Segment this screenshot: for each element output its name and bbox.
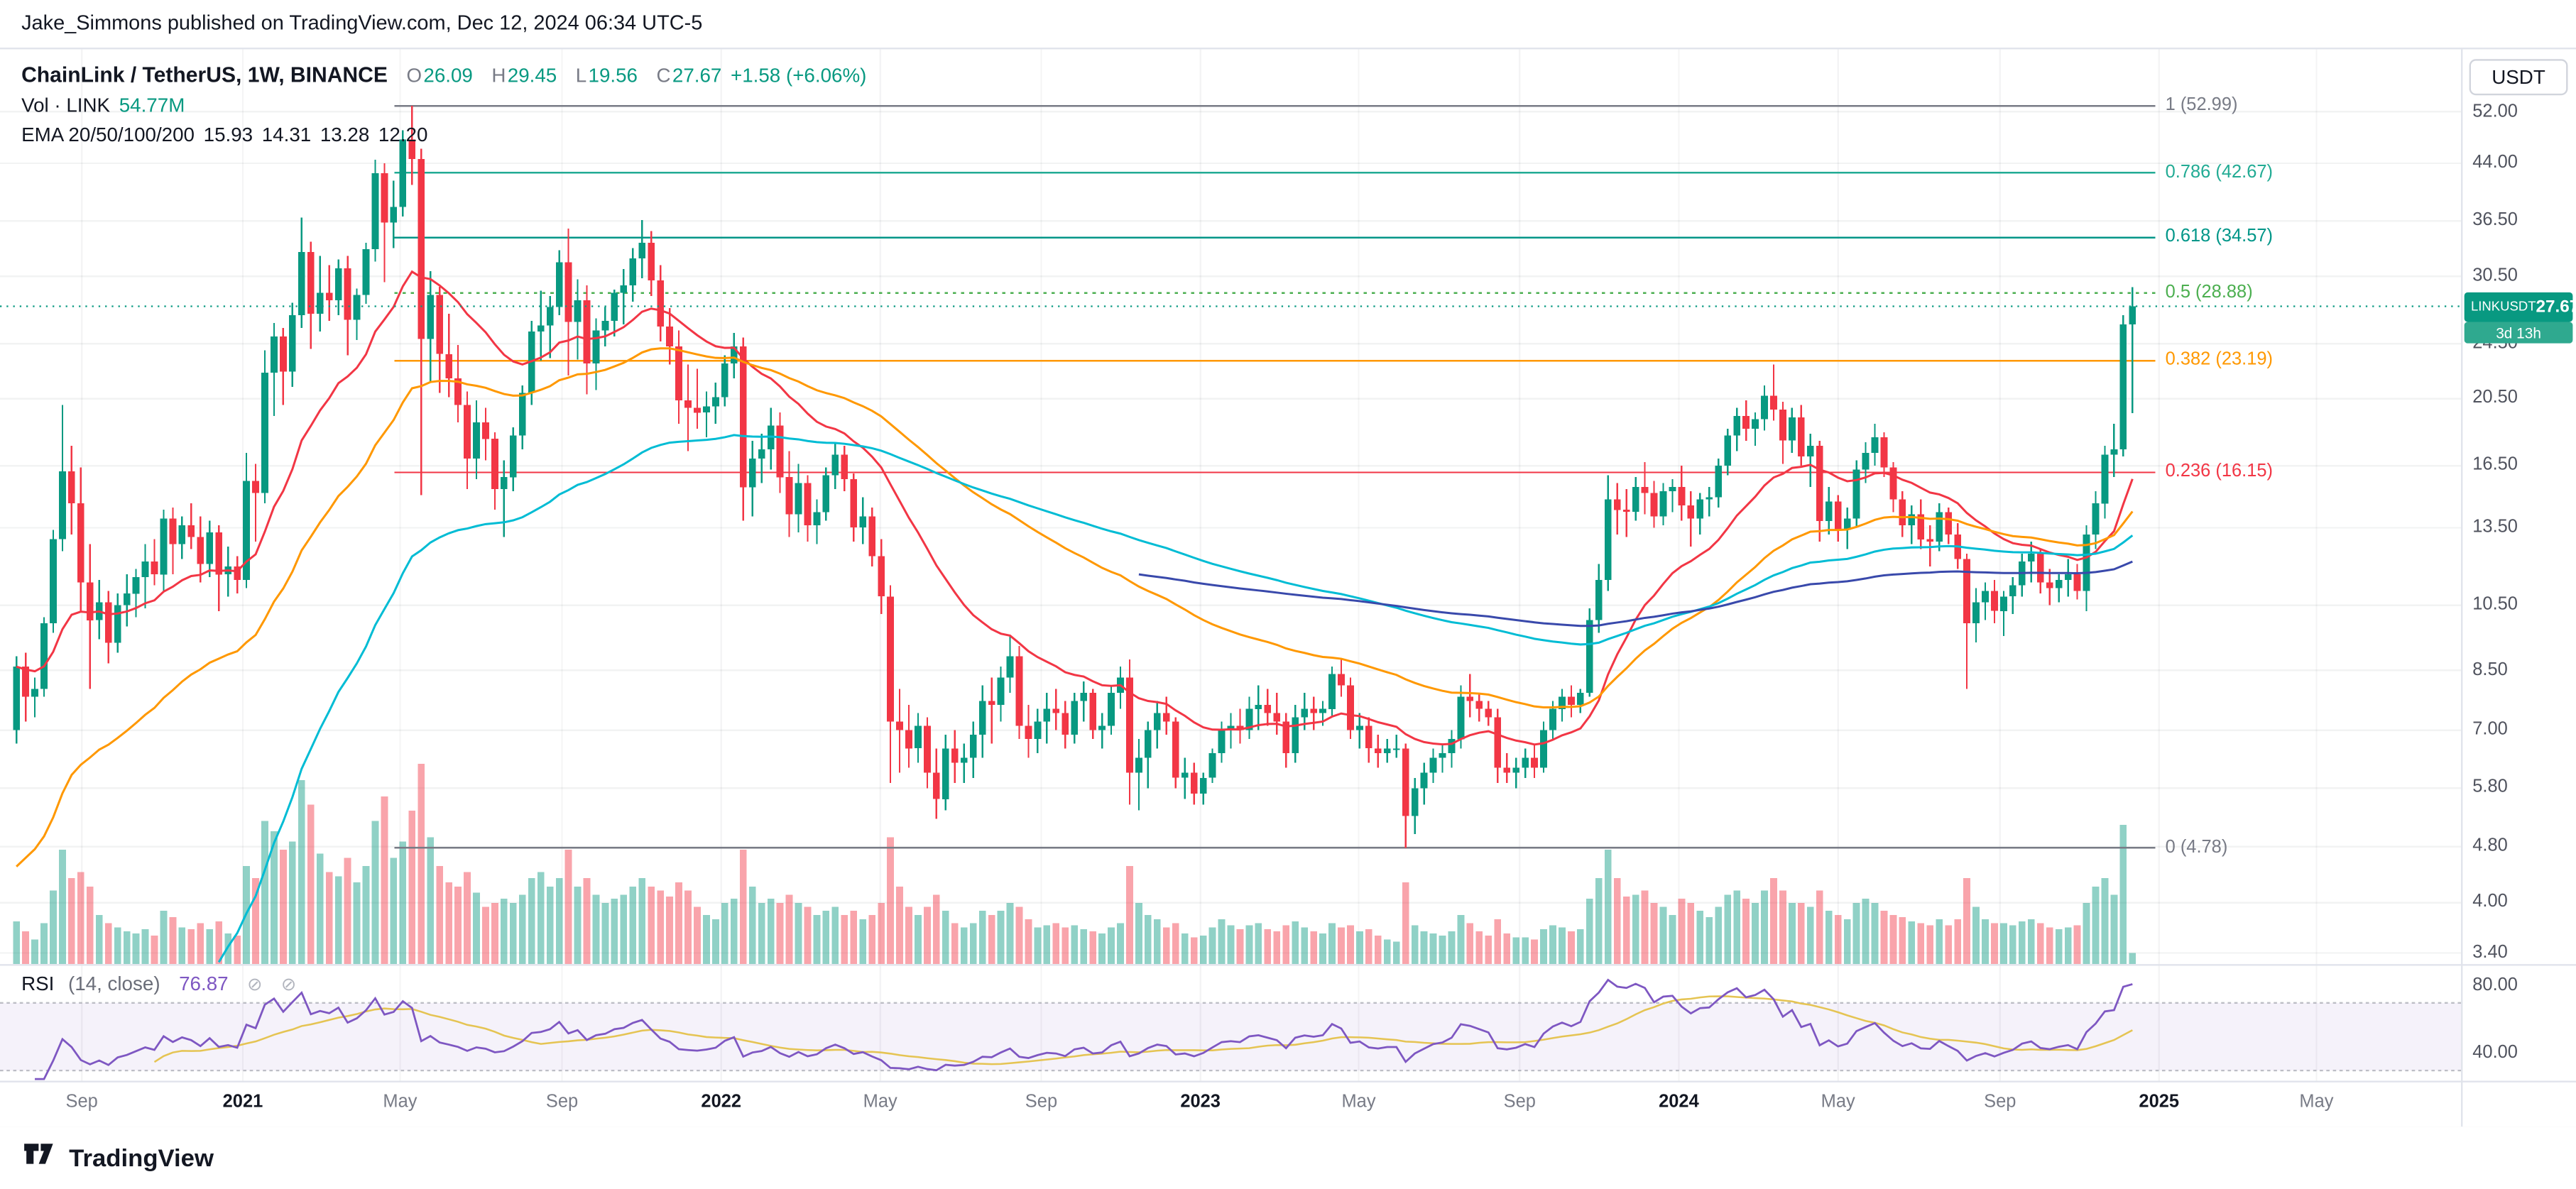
badge-price: 27.67 — [2536, 296, 2576, 317]
rsi-params: (14, close) — [67, 972, 160, 996]
time-axis-label: 2023 — [1180, 1092, 1221, 1112]
price-tick-label: 4.80 — [2472, 835, 2508, 856]
time-axis-label: 2024 — [1659, 1092, 1699, 1112]
last-price-badge: LINKUSDT 27.67 — [2464, 291, 2576, 322]
open-value: 26.09 — [423, 64, 473, 87]
price-tick-label: 4.00 — [2472, 892, 2508, 912]
fib-level-label[interactable]: 0.786 (42.67) — [2165, 162, 2273, 182]
low-label: L — [575, 64, 587, 87]
volume-value: 54.77M — [119, 93, 185, 117]
price-tick-label: 3.40 — [2472, 942, 2508, 963]
rsi-line — [35, 978, 2133, 1080]
fib-level-label[interactable]: 1 (52.99) — [2165, 95, 2238, 115]
scale-separator — [2461, 49, 2463, 1127]
price-tick-label: 16.50 — [2472, 455, 2518, 475]
rsi-band — [0, 1002, 2462, 1071]
price-tick-label: 30.50 — [2472, 265, 2518, 285]
price-tick-label: 7.00 — [2472, 719, 2508, 740]
time-axis-label: Sep — [1984, 1092, 2016, 1112]
grid — [0, 49, 2462, 966]
ema-row: EMA 20/50/100/200 15.93 14.31 13.28 12.2… — [21, 120, 866, 150]
price-tick-label: 52.00 — [2472, 101, 2518, 121]
volume-label[interactable]: Vol · LINK — [21, 93, 111, 117]
symbol-title[interactable]: ChainLink / TetherUS, 1W, BINANCE — [21, 62, 388, 87]
circle-slash-icon[interactable]: ⊘ — [247, 975, 263, 996]
price-tick-label: 5.80 — [2472, 777, 2508, 798]
ema-label[interactable]: EMA 20/50/100/200 — [21, 123, 195, 146]
change-value: +1.58 (+6.06%) — [730, 64, 867, 87]
rsi-grid — [81, 965, 2318, 1081]
time-axis-label: 2022 — [701, 1092, 742, 1112]
time-axis-label: Sep — [545, 1092, 579, 1112]
fib-level-label[interactable]: 0.618 (34.57) — [2165, 226, 2273, 247]
symbol-row: ChainLink / TetherUS, 1W, BINANCE O 26.09… — [21, 61, 866, 91]
time-axis-label: May — [383, 1092, 417, 1112]
ema200-line — [1138, 560, 2133, 628]
pane-separator[interactable] — [0, 964, 2576, 966]
high-label: H — [491, 64, 506, 87]
fib-level-label[interactable]: 0.236 (16.15) — [2165, 461, 2273, 482]
circle-slash-icon[interactable]: ⊘ — [280, 975, 297, 996]
rsi-scale-label: 40.00 — [2472, 1043, 2518, 1063]
chart-legend: ChainLink / TetherUS, 1W, BINANCE O 26.09… — [21, 61, 866, 150]
footer: TradingView — [0, 1127, 2576, 1189]
price-tick-label: 8.50 — [2472, 659, 2508, 679]
rsi-ma-line — [153, 995, 2133, 1065]
volume-row: Vol · LINK 54.77M — [21, 90, 866, 120]
time-axis-label: Sep — [1025, 1092, 1058, 1112]
ema200-value: 12.20 — [378, 123, 428, 146]
close-label: C — [656, 64, 671, 87]
tradingview-logo[interactable] — [21, 1136, 56, 1179]
rsi-legend: RSI (14, close) 76.87 ⊘ ⊘ — [21, 970, 296, 997]
time-axis[interactable]: Sep 2021 May Sep 2022 May Sep 2023 May Sep 2024 May… — [0, 1080, 2461, 1127]
ema20-line — [16, 270, 2134, 746]
badge-symbol: LINKUSDT — [2470, 299, 2536, 314]
open-label: O — [406, 64, 422, 87]
ema50-line — [16, 347, 2134, 867]
volume-bars — [13, 763, 2136, 965]
rsi-scale-label: 80.00 — [2472, 975, 2518, 995]
time-axis-label: 2021 — [222, 1092, 263, 1112]
ema100-value: 13.28 — [320, 123, 370, 146]
fib-level-label[interactable]: 0.5 (28.88) — [2165, 282, 2253, 302]
time-axis-label: Sep — [65, 1092, 98, 1112]
footer-brand[interactable]: TradingView — [69, 1144, 214, 1172]
price-tick-label: 20.50 — [2472, 388, 2518, 408]
main-chart-canvas[interactable] — [0, 49, 2462, 966]
header: Jake_Simmons published on TradingView.co… — [0, 0, 2576, 50]
ema50-value: 14.31 — [261, 123, 312, 146]
high-value: 29.45 — [507, 64, 557, 87]
time-axis-label: Sep — [1503, 1092, 1536, 1112]
byline: Jake_Simmons published on TradingView.co… — [21, 11, 703, 35]
price-tick-label: 36.50 — [2472, 210, 2518, 230]
rsi-value: 76.87 — [179, 972, 229, 996]
fib-level-label[interactable]: 0.382 (23.19) — [2165, 350, 2273, 371]
ema20-value: 15.93 — [203, 123, 253, 146]
fib-level-label[interactable]: 0 (4.78) — [2165, 837, 2228, 857]
time-axis-label: 2025 — [2139, 1092, 2180, 1112]
low-value: 19.56 — [588, 64, 638, 87]
price-tick-label: 44.00 — [2472, 152, 2518, 172]
rsi-pane-canvas[interactable] — [0, 965, 2462, 1081]
time-axis-label: May — [863, 1092, 897, 1112]
rsi-title[interactable]: RSI — [21, 972, 55, 996]
candles — [13, 106, 2136, 848]
axis-separator — [0, 1080, 2576, 1083]
time-axis-label: May — [1821, 1092, 1855, 1112]
price-tick-label: 13.50 — [2472, 517, 2518, 537]
bar-countdown-badge: 3d 13h — [2464, 322, 2573, 344]
fib-retracement-lines[interactable] — [394, 105, 2156, 849]
ema100-line — [217, 434, 2134, 963]
time-axis-label: May — [2299, 1092, 2334, 1112]
close-value: 27.67 — [672, 64, 722, 87]
currency-toggle-button[interactable]: USDT — [2469, 59, 2568, 96]
time-axis-label: May — [1341, 1092, 1376, 1112]
price-tick-label: 10.50 — [2472, 594, 2518, 615]
